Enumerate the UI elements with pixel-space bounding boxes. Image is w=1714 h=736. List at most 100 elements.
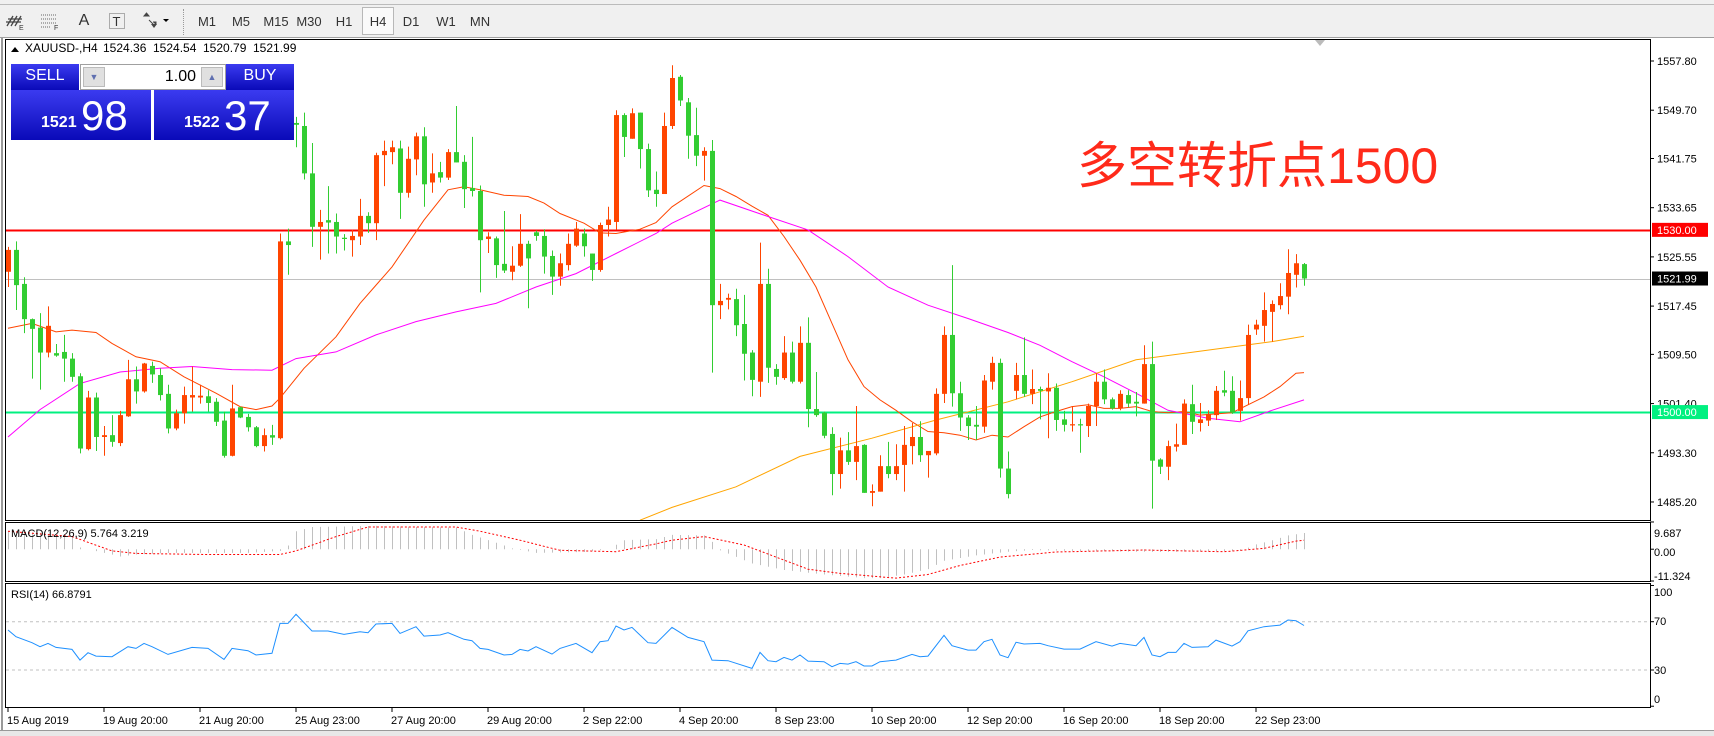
buy-price-button[interactable]: 1522 37 — [154, 90, 294, 140]
candle-body — [1302, 264, 1307, 279]
timeframe-d1[interactable]: D1 — [402, 13, 420, 29]
candle-body — [494, 238, 499, 266]
lot-increase-button[interactable]: ▲ — [201, 67, 223, 87]
ohlc-open: 1524.36 — [103, 41, 147, 55]
time-tick-label: 25 Aug 23:00 — [295, 715, 360, 727]
candle — [294, 116, 299, 148]
candle-body — [238, 407, 243, 418]
candle-body — [318, 221, 323, 227]
candle-body — [830, 433, 835, 475]
candle — [990, 356, 995, 390]
candle — [870, 484, 875, 507]
candle — [382, 140, 387, 187]
candle — [102, 426, 107, 456]
timeframe-mn[interactable]: MN — [469, 13, 491, 29]
candle-body — [406, 158, 411, 193]
candle — [1062, 410, 1067, 432]
candle-body — [246, 416, 251, 428]
candle — [270, 424, 275, 445]
text-icon[interactable]: A — [78, 12, 90, 29]
timeframe-m5[interactable]: M5 — [231, 13, 251, 29]
timeframe-h4[interactable]: H4 — [362, 7, 394, 35]
ohlc-low: 1520.79 — [203, 41, 247, 55]
candle-body — [982, 380, 987, 427]
lot-value[interactable]: 1.00 — [164, 68, 196, 85]
candle-body — [1198, 419, 1203, 424]
candle-body — [1166, 446, 1171, 467]
candle-body — [94, 397, 99, 437]
candle — [1006, 451, 1011, 499]
candle-body — [1262, 310, 1267, 326]
candle — [710, 139, 715, 373]
candle — [526, 240, 531, 309]
candle-body — [878, 466, 883, 492]
candle — [1286, 249, 1291, 315]
candle-body — [398, 148, 403, 193]
sell-price-button[interactable]: 1521 98 — [11, 90, 151, 140]
candle — [38, 313, 43, 390]
candle-body — [566, 243, 571, 266]
candle — [390, 140, 395, 165]
svg-text:T: T — [113, 14, 121, 29]
candle-body — [838, 450, 843, 475]
candle — [1014, 362, 1019, 400]
moving-average-ma_fast — [7, 184, 1305, 441]
candle-body — [862, 444, 867, 493]
candle-body — [1230, 390, 1235, 413]
candle-body — [814, 409, 819, 416]
rsi-line — [7, 613, 1305, 670]
buy-button[interactable]: BUY — [226, 64, 294, 90]
candle — [742, 294, 747, 381]
macd-pane — [7, 525, 1305, 579]
candle-body — [182, 395, 187, 414]
rsi-tick-label: 70 — [1654, 616, 1666, 628]
candle-body — [854, 446, 859, 462]
candle — [1094, 373, 1099, 427]
macd-signal-line — [7, 526, 1305, 579]
candle-body — [1014, 375, 1019, 391]
fibonacci-icon[interactable]: F — [38, 8, 62, 34]
arrows-icon[interactable] — [140, 8, 172, 34]
candle — [1174, 423, 1179, 452]
candle-body — [1046, 387, 1051, 392]
candle — [206, 390, 211, 412]
candle — [358, 198, 363, 246]
candle — [462, 155, 467, 208]
candle-body — [974, 424, 979, 427]
collapse-triangle-icon[interactable] — [11, 47, 19, 52]
timeframe-m1[interactable]: M1 — [197, 13, 217, 29]
candle-body — [606, 219, 611, 225]
candle — [1166, 440, 1171, 481]
text-label-icon[interactable]: T — [106, 8, 128, 34]
buy-price-small: 1522 — [184, 114, 220, 131]
timeframe-h1[interactable]: H1 — [335, 13, 353, 29]
candle — [1294, 254, 1299, 288]
candle-body — [526, 243, 531, 259]
candle-body — [990, 362, 995, 382]
candle — [478, 185, 483, 293]
candle — [566, 233, 571, 271]
candle — [110, 415, 115, 447]
lot-decrease-button[interactable]: ▼ — [83, 67, 105, 87]
timeframe-w1[interactable]: W1 — [436, 13, 456, 29]
candle — [1222, 370, 1227, 397]
timeframe-m15[interactable]: M15 — [263, 13, 289, 29]
sell-button[interactable]: SELL — [11, 64, 79, 90]
candle — [894, 444, 899, 481]
timeframe-m30[interactable]: M30 — [296, 13, 322, 29]
candle-body — [758, 283, 763, 382]
candle — [278, 233, 283, 440]
candle — [254, 426, 259, 448]
elliott-wave-icon[interactable]: E — [4, 8, 28, 34]
candle — [558, 253, 563, 286]
candle-body — [1214, 390, 1219, 416]
candle — [1198, 402, 1203, 432]
price-tick-label: 1533.65 — [1657, 203, 1697, 215]
candle — [174, 409, 179, 431]
candle-body — [782, 352, 787, 379]
lot-size-input[interactable]: ▼ 1.00 ▲ — [80, 64, 226, 90]
chart-shift-marker[interactable] — [1315, 40, 1325, 46]
candle-body — [510, 265, 515, 272]
candle — [230, 384, 235, 457]
